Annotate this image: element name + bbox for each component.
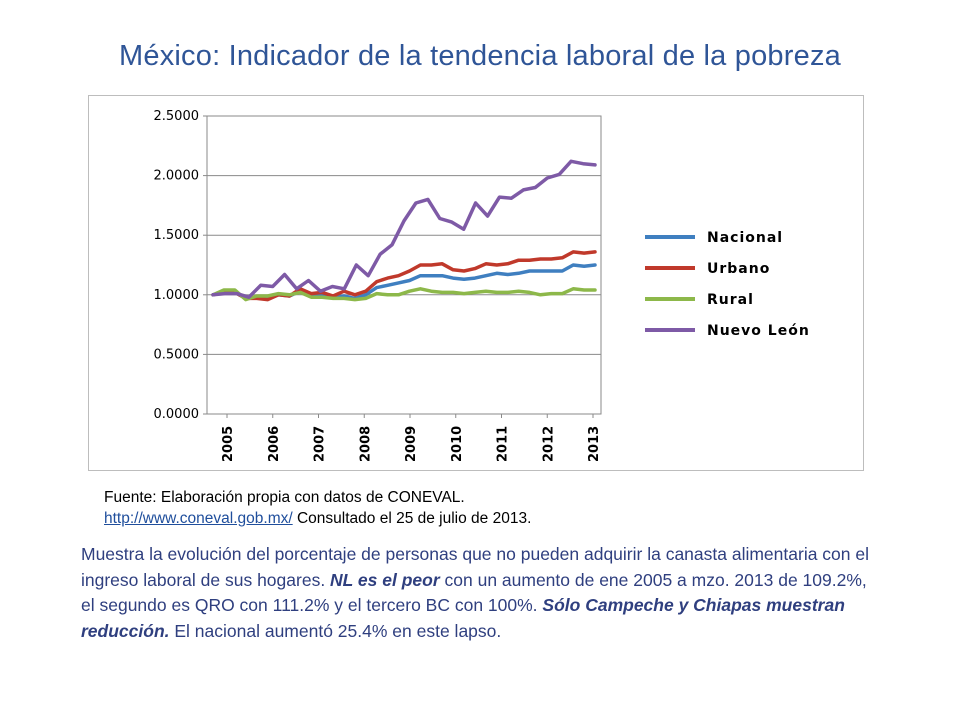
source-line-1: Fuente: Elaboración propia con datos de … (104, 489, 465, 506)
y-tick-label: 0.0000 (154, 407, 200, 422)
x-tick-label: 2005 (221, 426, 236, 462)
x-tick-label: 2010 (450, 426, 465, 462)
consult-date-text: Consultado el 25 de julio de 2013. (292, 510, 532, 527)
legend-label: Urbano (707, 261, 770, 277)
legend-label: Nacional (707, 230, 783, 246)
y-tick-label: 2.0000 (154, 169, 200, 184)
description-text-2: con un aumento de ene 2005 a mzo. 2013 d… (81, 569, 867, 616)
x-tick-label: 2013 (587, 426, 602, 462)
description-text-1: Muestra la evolución del porcentaje de p… (81, 544, 870, 590)
line-chart: 0.0000 0.5000 1.0000 1.5000 2.0000 2.5000 2005… (154, 109, 810, 462)
series-line-nuevo-leon (211, 159, 597, 299)
x-tick-label: 2006 (267, 426, 282, 462)
description-highlight-2: Sólo Campeche y Chiapas muestran reducci… (81, 595, 845, 641)
x-tick-label: 2008 (358, 426, 373, 462)
y-tick-label: 2.5000 (154, 109, 200, 124)
y-tick-label: 1.5000 (154, 228, 200, 243)
legend-label: Rural (707, 292, 754, 308)
y-tick-label: 1.0000 (154, 288, 200, 303)
legend-label: Nuevo León (707, 323, 810, 339)
y-tick-label: 0.5000 (154, 347, 200, 362)
x-tick-label: 2011 (496, 426, 511, 462)
series-line-rural (211, 287, 597, 302)
plot-area (206, 115, 602, 415)
description-text-3: El nacional aumentó 25.4% en este lapso. (169, 620, 502, 641)
chart-container: 0.0000 0.5000 1.0000 1.5000 2.0000 2.5000 2005… (88, 95, 864, 471)
description-paragraph: Muestra la evolución del porcentaje de p… (81, 542, 881, 644)
x-tick-label: 2007 (313, 426, 328, 462)
page-title: México: Indicador de la tendencia labora… (119, 40, 841, 72)
x-tick-label: 2009 (404, 426, 419, 462)
coneval-link[interactable]: http://www.coneval.gob.mx/ (104, 510, 293, 527)
source-note: Fuente: Elaboración propia con datos de … (104, 487, 531, 529)
x-tick-label: 2012 (541, 426, 556, 462)
source-line-2: http://www.coneval.gob.mx/ Consultado el… (104, 508, 531, 529)
description-highlight-1: NL es el peor (330, 569, 440, 590)
